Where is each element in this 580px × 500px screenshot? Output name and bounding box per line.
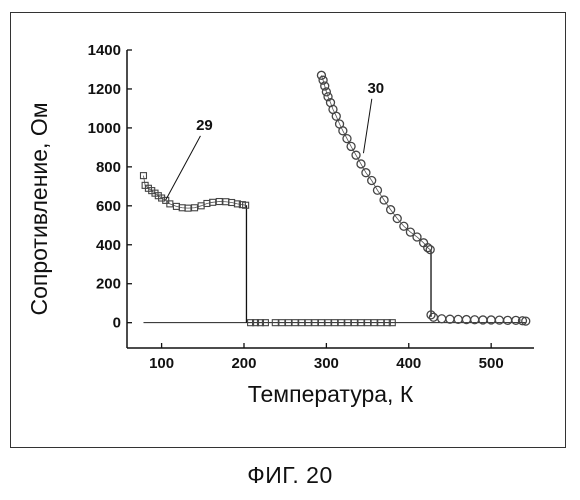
x-tick-label: 300 bbox=[314, 355, 339, 372]
y-tick-label: 1400 bbox=[88, 42, 121, 59]
y-tick-label: 400 bbox=[96, 237, 121, 254]
y-tick-label: 1000 bbox=[88, 120, 121, 137]
y-tick-label: 600 bbox=[96, 198, 121, 215]
y-axis-title: Сопротивление, Ом bbox=[26, 102, 52, 315]
y-tick-label: 0 bbox=[113, 315, 121, 332]
x-axis-title: Температура, К bbox=[248, 381, 414, 407]
labels: Температура, К Сопротивление, Ом 0 200 400… bbox=[26, 42, 504, 407]
series-30-point bbox=[438, 315, 446, 323]
annotation-pointer-30 bbox=[363, 99, 371, 153]
figure-caption: ФИГ. 20 bbox=[0, 462, 580, 489]
series-30-point bbox=[454, 315, 462, 323]
annotation-label-30: 30 bbox=[367, 80, 384, 97]
axes bbox=[127, 50, 534, 348]
annotation-pointer-29 bbox=[166, 136, 201, 200]
series-30-point bbox=[446, 315, 454, 323]
y-tick-label: 1200 bbox=[88, 81, 121, 98]
resistance-temperature-chart: Температура, К Сопротивление, Ом 0 200 400… bbox=[0, 0, 580, 460]
series-30-line bbox=[321, 75, 430, 249]
y-tick-label: 800 bbox=[96, 159, 121, 176]
x-tick-label: 500 bbox=[479, 355, 504, 372]
x-tick-label: 100 bbox=[149, 355, 174, 372]
series-29-line bbox=[143, 176, 245, 209]
x-tick-label: 400 bbox=[396, 355, 421, 372]
data-layer bbox=[140, 71, 529, 325]
annotation-label-29: 29 bbox=[196, 117, 213, 134]
y-tick-label: 200 bbox=[96, 276, 121, 293]
x-tick-label: 200 bbox=[231, 355, 256, 372]
